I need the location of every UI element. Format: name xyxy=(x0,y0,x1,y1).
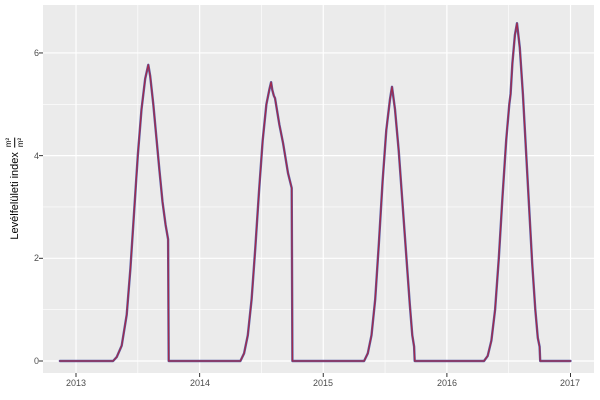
y-tick-label-6: 6 xyxy=(33,48,39,58)
y-tick-label-0: 0 xyxy=(33,356,39,366)
y-tick-label-4: 4 xyxy=(33,151,39,161)
y-axis-title: Levélfelületi index m² m² xyxy=(2,5,28,373)
plot-panel xyxy=(39,5,594,377)
chart-canvas xyxy=(39,5,594,377)
x-tick-label-2015: 2015 xyxy=(312,378,334,388)
y-tick-label-2: 2 xyxy=(33,253,39,263)
y-axis-title-text: Levélfelületi index xyxy=(9,152,21,240)
x-tick-label-2014: 2014 xyxy=(189,378,211,388)
x-tick-label-2017: 2017 xyxy=(559,378,581,388)
x-tick-label-2016: 2016 xyxy=(436,378,458,388)
fraction-bar xyxy=(14,138,16,148)
unit-numerator: m² xyxy=(4,138,14,148)
y-axis-unit-fraction: m² m² xyxy=(4,138,26,148)
unit-denominator: m² xyxy=(16,138,26,148)
x-tick-label-2013: 2013 xyxy=(65,378,87,388)
